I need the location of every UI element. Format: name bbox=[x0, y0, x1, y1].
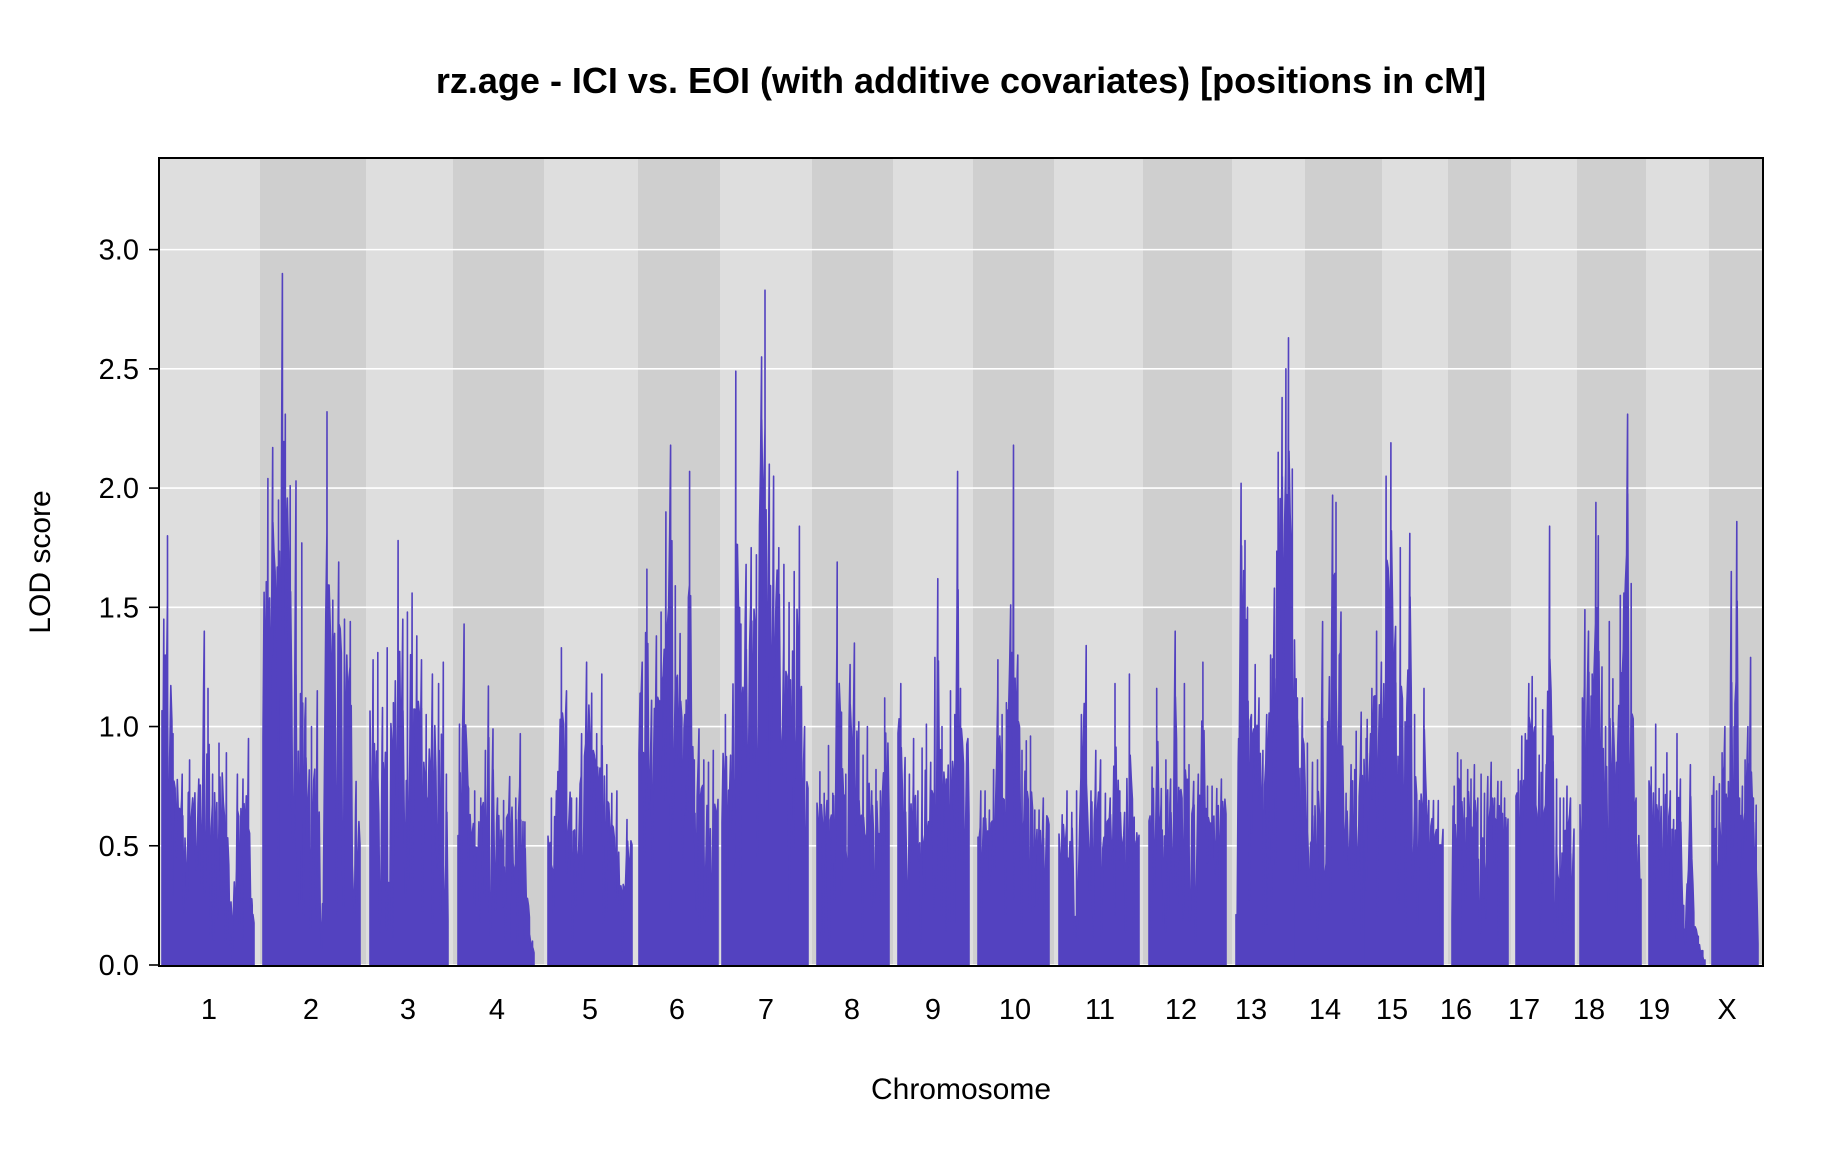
x-tick-label-18: 18 bbox=[1573, 994, 1605, 1026]
x-axis-label: Chromosome bbox=[871, 1073, 1051, 1106]
lod-trace-5 bbox=[547, 647, 633, 966]
lod-trace-4 bbox=[457, 623, 535, 966]
lod-trace-6 bbox=[638, 444, 719, 966]
lod-trace-12 bbox=[1148, 630, 1227, 966]
plot-frame bbox=[158, 157, 1764, 967]
x-tick-label-11: 11 bbox=[1085, 994, 1115, 1026]
lod-trace-1 bbox=[161, 535, 255, 966]
x-tick-label-3: 3 bbox=[400, 994, 416, 1026]
lod-traces bbox=[161, 272, 1759, 966]
lod-trace-18 bbox=[1579, 413, 1642, 966]
lod-trace-10 bbox=[977, 444, 1050, 966]
y-tick-label: 2.5 bbox=[99, 354, 139, 386]
x-tick-label-13: 13 bbox=[1235, 994, 1267, 1026]
x-tick-label-16: 16 bbox=[1440, 994, 1472, 1026]
lod-trace-7 bbox=[721, 289, 809, 966]
x-tick-label-19: 19 bbox=[1638, 994, 1670, 1026]
lod-trace-16 bbox=[1451, 752, 1509, 966]
y-tick-label: 1.5 bbox=[99, 592, 139, 624]
y-tick-label: 3.0 bbox=[99, 235, 139, 267]
y-tick-label: 1.0 bbox=[99, 712, 139, 744]
lod-trace-X bbox=[1711, 520, 1759, 966]
lod-trace-17 bbox=[1515, 525, 1575, 966]
x-tick-label-1: 1 bbox=[201, 994, 217, 1026]
y-axis: 0.0 0.5 1.0 1.5 2.0 2.5 3.0 bbox=[99, 235, 160, 982]
x-tick-label-X: X bbox=[1717, 994, 1736, 1026]
y-tick-label: 0.0 bbox=[99, 950, 139, 982]
x-tick-label-8: 8 bbox=[844, 994, 860, 1026]
lod-trace-11 bbox=[1058, 644, 1140, 966]
lod-trace-19 bbox=[1648, 723, 1706, 966]
x-tick-label-17: 17 bbox=[1508, 994, 1540, 1026]
lod-trace-15 bbox=[1363, 442, 1444, 966]
lod-trace-13 bbox=[1235, 337, 1301, 966]
x-tick-label-6: 6 bbox=[669, 994, 685, 1026]
x-axis: 1 2 3 4 5 6 7 8 9 10 11 12 13 14 15 16 17 18 19 X bbox=[201, 994, 1737, 1026]
x-tick-label-5: 5 bbox=[582, 994, 598, 1026]
lod-trace-3 bbox=[369, 539, 449, 966]
x-tick-label-9: 9 bbox=[925, 994, 941, 1026]
y-tick-label: 2.0 bbox=[99, 473, 139, 505]
lod-trace-9 bbox=[897, 470, 970, 966]
lod-trace-8 bbox=[816, 561, 890, 966]
x-tick-label-14: 14 bbox=[1309, 994, 1341, 1026]
x-tick-label-2: 2 bbox=[303, 994, 319, 1026]
x-tick-label-15: 15 bbox=[1376, 994, 1408, 1026]
x-tick-label-12: 12 bbox=[1165, 994, 1197, 1026]
x-tick-label-7: 7 bbox=[758, 994, 774, 1026]
y-tick-label: 0.5 bbox=[99, 831, 139, 863]
x-tick-label-10: 10 bbox=[999, 994, 1031, 1026]
y-axis-label: LOD score bbox=[24, 490, 57, 633]
chart-title: rz.age - ICI vs. EOI (with additive cova… bbox=[436, 60, 1486, 101]
x-tick-label-4: 4 bbox=[489, 994, 505, 1026]
lod-trace-2 bbox=[262, 272, 361, 966]
